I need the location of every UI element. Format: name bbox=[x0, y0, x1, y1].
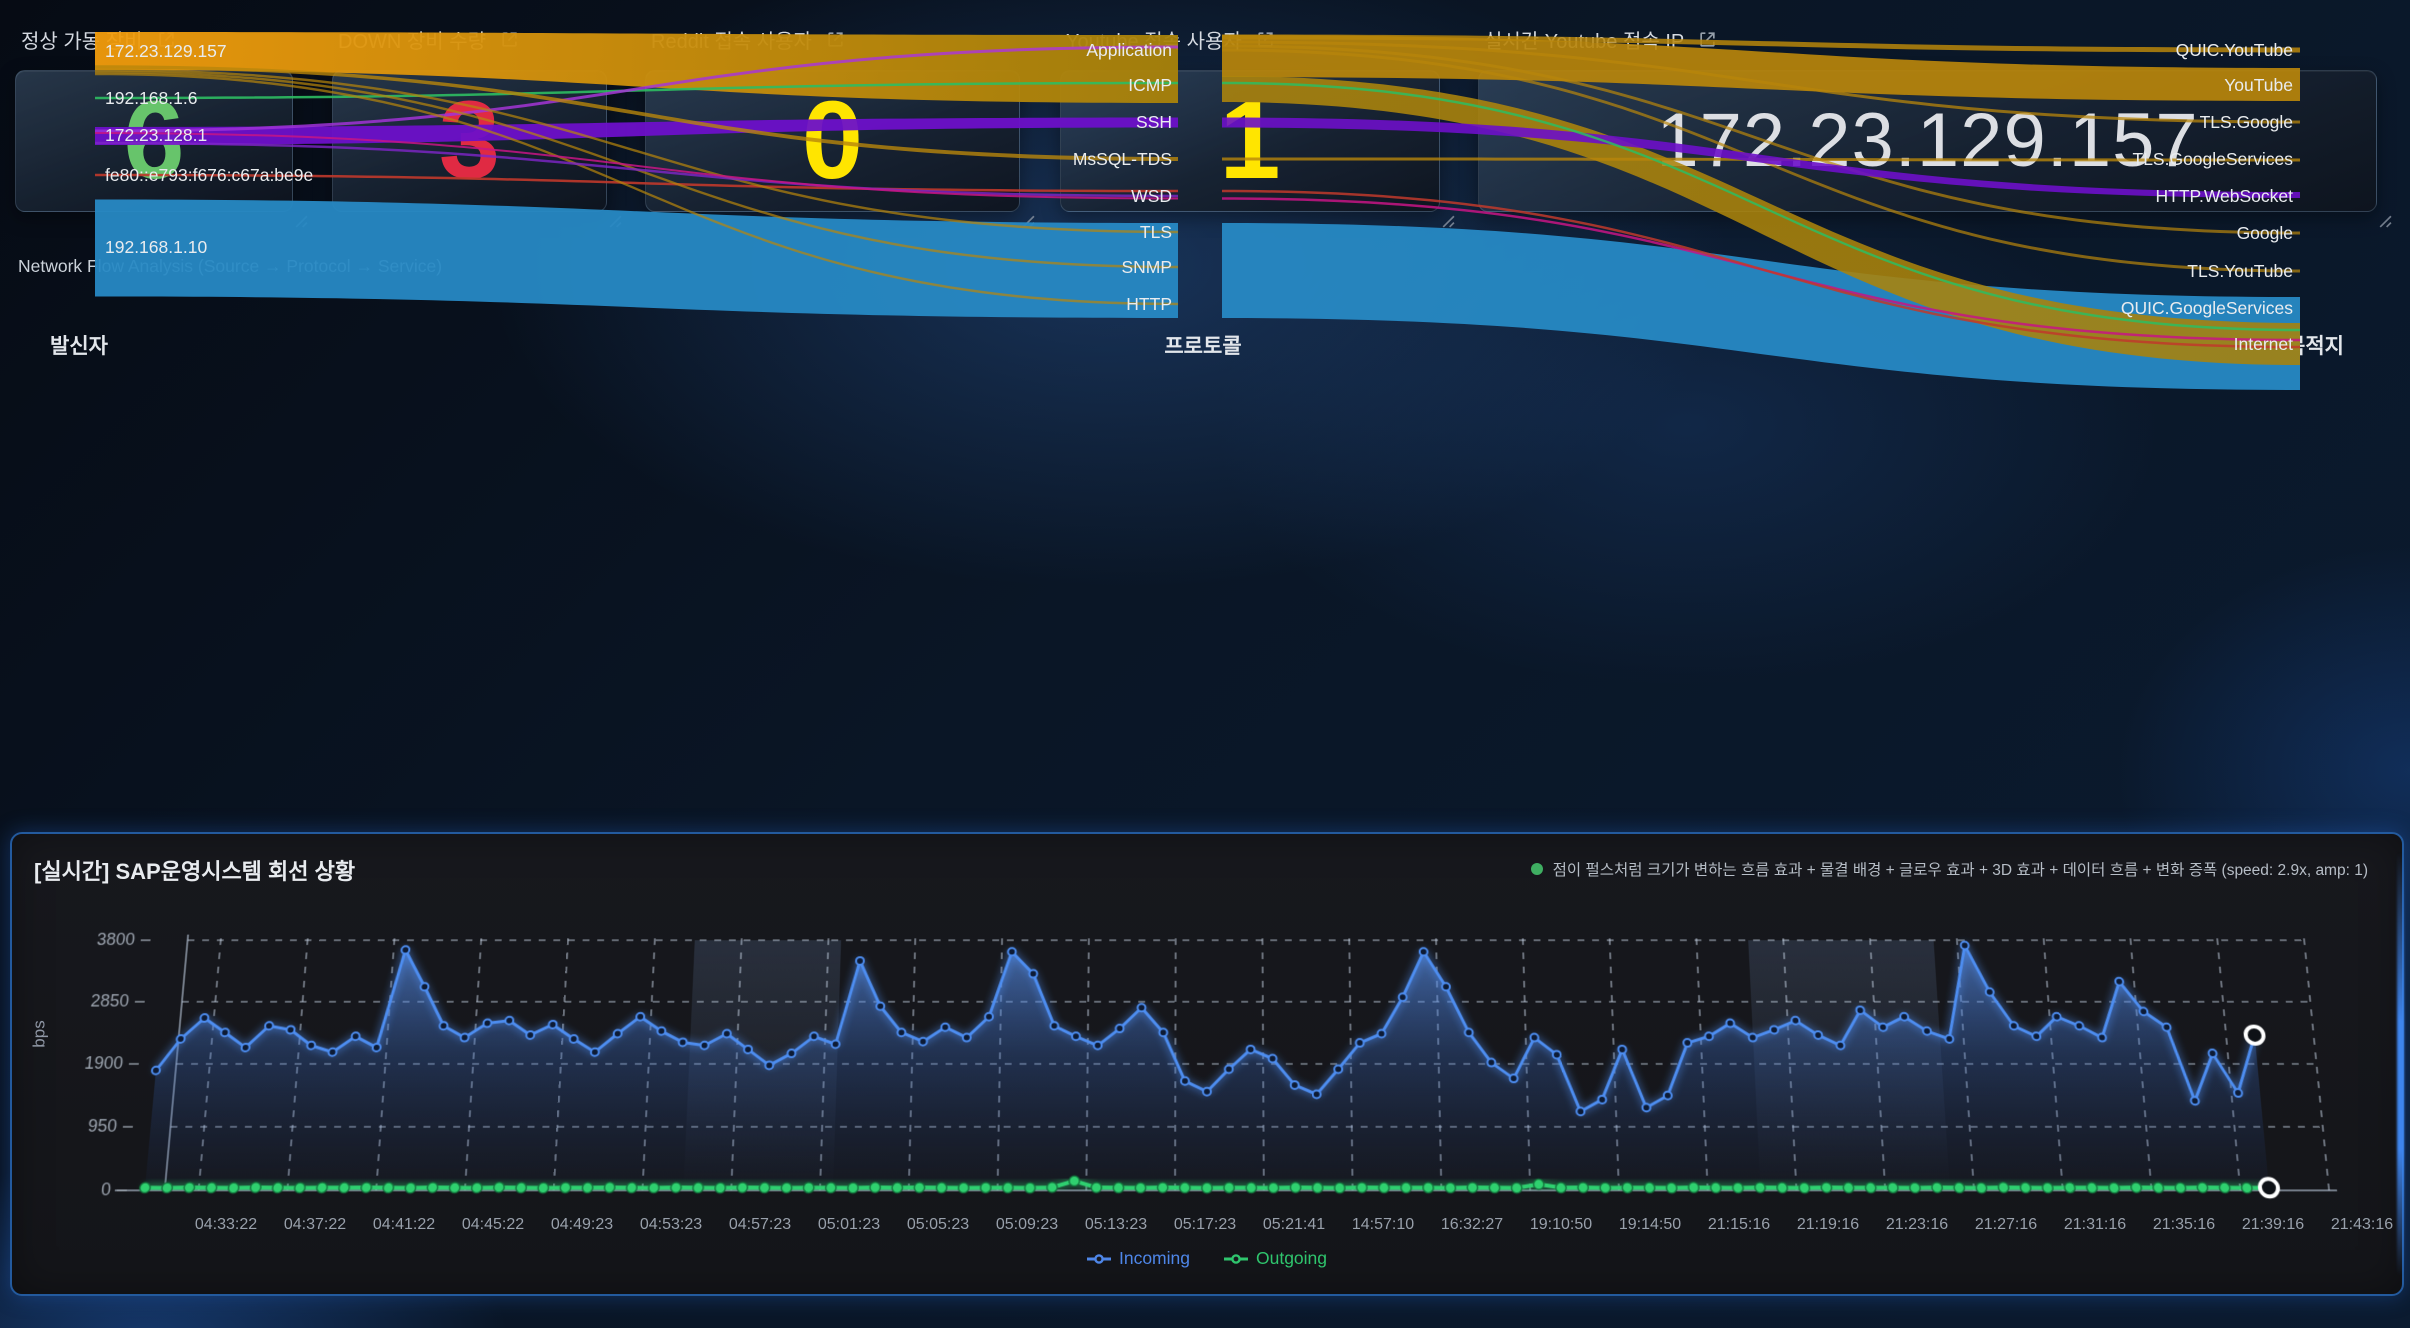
x-tick-label: 21:15:16 bbox=[1707, 1216, 1771, 1233]
x-tick-label: 05:01:23 bbox=[817, 1216, 881, 1233]
effect-legend-text: 점이 펄스처럼 크기가 변하는 흐름 효과 + 물결 배경 + 글로우 효과 +… bbox=[1552, 862, 2368, 879]
legend-marker-icon bbox=[1086, 1253, 1111, 1264]
legend-marker-icon bbox=[1223, 1253, 1248, 1264]
x-tick-label: 21:27:16 bbox=[1974, 1216, 2038, 1233]
x-tick-label: 21:23:16 bbox=[1885, 1216, 1949, 1233]
green-dot-icon bbox=[1530, 863, 1543, 875]
x-tick-label: 04:41:22 bbox=[372, 1216, 436, 1233]
stat-value: 1 bbox=[1219, 79, 1281, 202]
legend-item-incoming[interactable]: Incoming bbox=[1086, 1248, 1190, 1269]
svg-text:Google: Google bbox=[2237, 223, 2293, 243]
svg-text:1900: 1900 bbox=[84, 1053, 124, 1073]
timeseries-panel: [실시간] SAP운영시스템 회선 상황 점이 펄스처럼 크기가 변하는 흐름 … bbox=[10, 832, 2404, 1296]
line-chart: 0 950 1900 2850 3800 bbox=[84, 930, 2362, 1214]
effect-legend: 점이 펄스처럼 크기가 변하는 흐름 효과 + 물결 배경 + 글로우 효과 +… bbox=[1530, 858, 2368, 880]
plot-area-3d: 0 950 1900 2850 3800 bbox=[43, 923, 2362, 1214]
x-axis-tick-labels: 04:33:22 04:37:22 04:41:22 04:45:22 04:49:23… bbox=[42, 1216, 2393, 1240]
flow-column-source: 발신자 bbox=[50, 335, 108, 358]
svg-text:172.23.129.157: 172.23.129.157 bbox=[105, 41, 227, 61]
resize-handle-icon[interactable] bbox=[1440, 213, 1455, 233]
svg-text:TLS.Google: TLS.Google bbox=[2200, 112, 2293, 132]
x-tick-label: 05:05:23 bbox=[906, 1216, 970, 1233]
svg-text:Application: Application bbox=[1086, 40, 1172, 60]
x-tick-label: 05:09:23 bbox=[995, 1216, 1059, 1233]
svg-text:MsSQL-TDS: MsSQL-TDS bbox=[1073, 149, 1172, 169]
sankey-diagram: 172.23.129.157 192.168.1.6 172.23.128.1 fe8… bbox=[95, 32, 2300, 390]
x-tick-label: 05:13:23 bbox=[1084, 1216, 1148, 1233]
x-tick-label: 04:33:22 bbox=[194, 1216, 258, 1233]
svg-text:HTTP.WebSocket: HTTP.WebSocket bbox=[2156, 186, 2294, 206]
svg-text:TLS.YouTube: TLS.YouTube bbox=[2187, 261, 2293, 281]
legend-item-outgoing[interactable]: Outgoing bbox=[1223, 1248, 1328, 1269]
chart-legend: Incoming Outgoing bbox=[12, 1248, 2402, 1269]
x-tick-label: 21:39:16 bbox=[2241, 1216, 2305, 1233]
svg-text:fe80::e793:f676:c67a:be9e: fe80::e793:f676:c67a:be9e bbox=[105, 165, 313, 185]
flow-column-destination: 목적지 bbox=[2286, 335, 2344, 358]
x-tick-label: 21:35:16 bbox=[2152, 1216, 2216, 1233]
chart-title: [실시간] SAP운영시스템 회선 상황 bbox=[34, 859, 356, 884]
flow-column-protocol: 프로토콜 bbox=[1164, 335, 1242, 358]
x-tick-label: 21:19:16 bbox=[1796, 1216, 1860, 1233]
svg-text:172.23.128.1: 172.23.128.1 bbox=[105, 125, 207, 145]
x-tick-label: 16:32:27 bbox=[1440, 1216, 1504, 1233]
svg-text:3800: 3800 bbox=[96, 930, 136, 949]
svg-text:950: 950 bbox=[87, 1116, 118, 1136]
x-tick-label: 19:10:50 bbox=[1529, 1216, 1593, 1233]
x-tick-label: 14:57:10 bbox=[1351, 1216, 1415, 1233]
x-tick-label: 19:14:50 bbox=[1618, 1216, 1682, 1233]
x-tick-label: 04:57:23 bbox=[728, 1216, 792, 1233]
x-tick-label: 05:17:23 bbox=[1173, 1216, 1237, 1233]
svg-text:QUIC.GoogleServices: QUIC.GoogleServices bbox=[2121, 298, 2293, 318]
svg-text:QUIC.YouTube: QUIC.YouTube bbox=[2176, 40, 2293, 60]
legend-label: Outgoing bbox=[1255, 1248, 1328, 1268]
svg-text:HTTP: HTTP bbox=[1126, 294, 1172, 314]
svg-text:TLS.GoogleServices: TLS.GoogleServices bbox=[2133, 149, 2294, 169]
svg-text:TLS: TLS bbox=[1140, 222, 1172, 242]
svg-text:SNMP: SNMP bbox=[1121, 257, 1172, 277]
x-tick-label: 04:45:22 bbox=[461, 1216, 525, 1233]
legend-label: Incoming bbox=[1118, 1248, 1190, 1268]
svg-text:YouTube: YouTube bbox=[2224, 75, 2293, 95]
stat-value-ip: 172.23.129.157 bbox=[1656, 98, 2199, 183]
x-tick-label: 04:37:22 bbox=[283, 1216, 347, 1233]
svg-text:Internet: Internet bbox=[2234, 334, 2293, 354]
svg-text:2850: 2850 bbox=[90, 991, 130, 1010]
x-tick-label: 21:43:16 bbox=[2330, 1216, 2394, 1233]
svg-text:WSD: WSD bbox=[1131, 186, 1172, 206]
svg-text:SSH: SSH bbox=[1136, 112, 1172, 132]
y-axis-label: bps bbox=[29, 1020, 49, 1048]
x-tick-label: 04:53:23 bbox=[639, 1216, 703, 1233]
svg-text:ICMP: ICMP bbox=[1128, 75, 1172, 95]
x-tick-label: 05:21:41 bbox=[1262, 1216, 1326, 1233]
x-tick-label: 21:31:16 bbox=[2063, 1216, 2127, 1233]
svg-text:192.168.1.10: 192.168.1.10 bbox=[105, 237, 207, 257]
external-link-icon[interactable] bbox=[1698, 30, 1717, 49]
svg-text:192.168.1.6: 192.168.1.6 bbox=[105, 88, 197, 108]
resize-handle-icon[interactable] bbox=[2377, 213, 2392, 233]
svg-text:0: 0 bbox=[100, 1179, 112, 1199]
x-tick-label: 04:49:23 bbox=[550, 1216, 614, 1233]
